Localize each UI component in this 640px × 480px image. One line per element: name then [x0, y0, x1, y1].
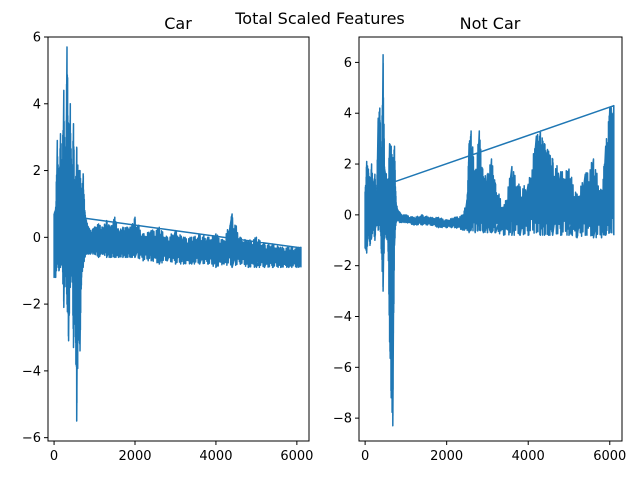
car-series-line [53, 46, 302, 422]
car-y-tick-label: 2 [33, 164, 41, 179]
car-panel: Car 0 2000 4000 6000 −6 −4 −2 0 2 4 6 [22, 14, 314, 464]
car-panel-title: Car [164, 14, 192, 33]
not-car-panel: Not Car 0 2000 4000 6000 −8 −6 −4 −2 0 2 4 6 [333, 14, 626, 464]
not-car-series-line [364, 54, 615, 427]
car-x-tick-label: 4000 [199, 449, 232, 464]
not-car-x-tick-label: 2000 [430, 449, 463, 464]
not-car-x-tick-label: 4000 [512, 449, 545, 464]
not-car-y-tick-label: −8 [333, 412, 352, 427]
not-car-y-tick-label: 0 [344, 208, 352, 223]
not-car-x-tick-label: 0 [361, 449, 369, 464]
not-car-series-layer [364, 54, 615, 427]
figure-title: Total Scaled Features [234, 9, 405, 28]
car-y-tick-label: −6 [22, 431, 41, 446]
not-car-panel-title: Not Car [460, 14, 521, 33]
car-x-tick-label: 6000 [280, 449, 313, 464]
car-y-tick-label: 0 [33, 231, 41, 246]
not-car-y-tick-label: −6 [333, 361, 352, 376]
not-car-x-tick-label: 6000 [593, 449, 626, 464]
car-y-tick-label: 4 [33, 97, 41, 112]
not-car-y-tick-label: 4 [344, 107, 352, 122]
car-ticks-layer: 0 2000 4000 6000 −6 −4 −2 0 2 4 6 [22, 31, 314, 465]
car-y-tick-label: −4 [22, 364, 41, 379]
not-car-y-tick-label: 2 [344, 158, 352, 173]
car-y-tick-label: −2 [22, 298, 41, 313]
not-car-y-tick-label: −2 [333, 259, 352, 274]
not-car-ticks-layer: 0 2000 4000 6000 −8 −6 −4 −2 0 2 4 6 [333, 56, 626, 464]
car-x-tick-label: 2000 [118, 449, 151, 464]
car-axes-frame [47, 36, 310, 442]
car-x-tick-label: 0 [50, 449, 58, 464]
car-y-tick-label: 6 [33, 31, 41, 46]
not-car-y-tick-label: −4 [333, 310, 352, 325]
not-car-axes-frame [358, 36, 623, 442]
not-car-y-tick-label: 6 [344, 56, 352, 71]
car-series-layer [53, 46, 302, 422]
